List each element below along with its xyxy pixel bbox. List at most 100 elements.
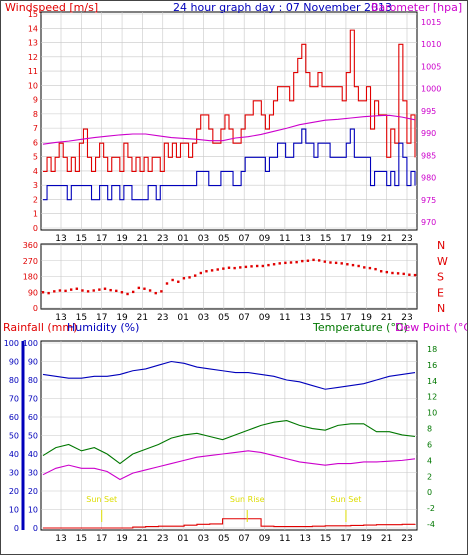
- humidity-y-tick-label: 10: [28, 506, 38, 515]
- direction-point: [334, 261, 338, 265]
- sun-label: Sun Rise: [230, 495, 265, 504]
- direction-point: [109, 288, 112, 292]
- direction-point: [53, 290, 56, 293]
- wind-panel-series: [42, 29, 416, 201]
- x-tick-label: 19: [361, 313, 373, 323]
- wind-average-line: [43, 128, 416, 201]
- wind-panel-ticks: 0123456789101112131415970975980985990995…: [28, 10, 442, 244]
- x-tick-label: 07: [238, 234, 249, 244]
- dewpoint-label: Dew Point (°C): [395, 321, 467, 334]
- x-tick-label: 19: [116, 313, 128, 323]
- humidity-y-tick-label: 80: [28, 376, 38, 385]
- humidity-line: [42, 360, 416, 390]
- baro-y-tick-label: 1005: [421, 62, 441, 71]
- humidity-y-tick-label: 90: [28, 358, 38, 367]
- wind-y-tick-label: 13: [28, 39, 38, 48]
- x-tick-label: 17: [96, 534, 107, 544]
- direction-point: [396, 272, 400, 275]
- x-tick-label: 19: [361, 234, 373, 244]
- direction-panel-points: [41, 258, 417, 296]
- x-tick-label: 23: [157, 534, 168, 544]
- direction-point: [171, 278, 174, 282]
- direction-point: [267, 263, 270, 267]
- baro-y-tick-label: 975: [421, 196, 436, 205]
- x-tick-label: 17: [340, 313, 351, 323]
- chart-title: 24 hour graph day : 07 November 2013: [173, 1, 392, 14]
- direction-point: [120, 291, 124, 294]
- x-tick-label: 09: [259, 534, 271, 544]
- x-tick-label: 17: [340, 234, 351, 244]
- rainfall-y-tick-label: 20: [9, 487, 19, 496]
- temperature-line: [42, 420, 416, 465]
- direction-point: [69, 288, 73, 291]
- direction-point: [47, 291, 50, 295]
- direction-point: [374, 267, 377, 271]
- rainfall-line: [43, 518, 416, 529]
- direction-point: [317, 259, 321, 262]
- wind-y-tick-label: 9: [33, 96, 38, 105]
- direction-point: [205, 270, 208, 273]
- x-tick-label: 03: [198, 534, 209, 544]
- direction-y-tick-label: 0: [33, 304, 38, 313]
- direction-point: [126, 292, 129, 296]
- x-tick-label: 09: [259, 234, 271, 244]
- direction-point: [188, 276, 191, 279]
- direction-point: [363, 266, 366, 269]
- rainfall-y-tick-label: 60: [9, 413, 19, 422]
- humidity-y-tick-label: 100: [23, 339, 38, 348]
- x-tick-label: 13: [300, 234, 311, 244]
- direction-point: [284, 261, 287, 265]
- x-tick-label: 19: [116, 534, 128, 544]
- x-tick-label: 15: [320, 534, 331, 544]
- direction-point: [312, 258, 315, 262]
- baro-y-tick-label: 985: [421, 151, 436, 160]
- wind-y-tick-label: 10: [28, 81, 38, 90]
- wind-y-tick-label: 4: [33, 167, 38, 176]
- direction-point: [160, 290, 163, 293]
- x-tick-label: 21: [381, 534, 392, 544]
- direction-point: [306, 259, 310, 262]
- direction-point: [385, 270, 389, 274]
- direction-point: [98, 288, 101, 291]
- direction-point: [323, 260, 327, 263]
- humidity-y-tick-label: 50: [28, 432, 38, 441]
- direction-panel-ticks: 0 N 90 E 180 S 270 W 360 N 13 15 17 19 21 23 01 03 05 07 09 1…: [23, 239, 448, 323]
- direction-point: [250, 265, 253, 268]
- barometer-line: [42, 114, 416, 145]
- wind-ylabel-left: Windspeed [m/s]: [5, 1, 98, 14]
- direction-point: [340, 262, 343, 265]
- x-tick-label: 21: [137, 534, 148, 544]
- compass-label: N: [437, 302, 445, 315]
- x-tick-label: 21: [137, 234, 148, 244]
- direction-point: [86, 290, 90, 293]
- baro-y-tick-label: 1010: [421, 40, 441, 49]
- x-tick-label: 13: [55, 534, 66, 544]
- x-tick-label: 23: [401, 234, 412, 244]
- wind-y-tick-label: 6: [33, 138, 38, 147]
- x-tick-label: 15: [76, 313, 87, 323]
- temp-y-tick-label: -2: [427, 504, 435, 513]
- direction-point: [64, 289, 67, 293]
- x-tick-label: 15: [76, 234, 87, 244]
- direction-point: [239, 266, 242, 269]
- direction-point: [227, 266, 231, 269]
- baro-y-tick-label: 990: [421, 129, 436, 138]
- direction-point: [301, 259, 304, 263]
- climate-panel-series: Sun Set Sun Rise Sun Set: [42, 360, 416, 529]
- wind-y-tick-label: 11: [28, 67, 38, 76]
- direction-point: [413, 273, 417, 277]
- compass-label: W: [437, 255, 448, 268]
- direction-y-tick-label: 180: [23, 273, 38, 282]
- wind-y-tick-label: 8: [33, 110, 38, 119]
- direction-point: [103, 287, 107, 290]
- humidity-y-tick-label: 70: [28, 395, 38, 404]
- temp-y-tick-label: 10: [427, 409, 437, 418]
- direction-point: [199, 271, 203, 275]
- rainfall-y-tick-label: 50: [9, 432, 19, 441]
- direction-point: [346, 263, 349, 266]
- x-tick-label: 15: [76, 534, 87, 544]
- compass-label: N: [437, 239, 445, 252]
- humidity-y-tick-label: 30: [28, 469, 38, 478]
- temp-y-tick-label: 14: [427, 377, 437, 386]
